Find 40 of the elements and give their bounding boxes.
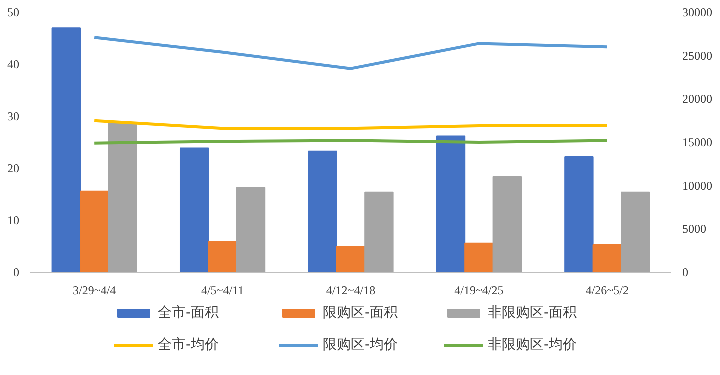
y2-tick-label: 15000 — [682, 136, 712, 150]
bar — [564, 156, 594, 272]
y-tick-label: 10 — [8, 214, 20, 228]
bar — [52, 28, 81, 272]
bar — [80, 190, 110, 272]
y2-tick-label: 5000 — [682, 222, 706, 236]
x-tick-label: 4/26~5/2 — [586, 284, 629, 298]
x-tick-label: 4/19~4/25 — [454, 284, 504, 298]
legend-label: 全市-面积 — [158, 304, 220, 322]
bar — [208, 241, 238, 272]
bar — [308, 150, 338, 272]
bar — [436, 136, 466, 272]
y2-tick-label: 25000 — [682, 48, 712, 63]
bar — [180, 148, 210, 272]
bar — [621, 192, 650, 272]
y-tick-label: 0 — [14, 266, 20, 280]
bar — [236, 187, 266, 272]
legend-label: 限购区-面积 — [323, 304, 400, 322]
y2-tick-label: 30000 — [682, 6, 712, 20]
bar — [336, 246, 366, 272]
legend-label: 非限购区-面积 — [488, 304, 578, 322]
legend-label: 非限购区-均价 — [488, 336, 578, 354]
x-tick-label: 4/12~4/18 — [326, 284, 376, 298]
bar — [108, 122, 138, 272]
y-tick-label: 50 — [8, 6, 20, 20]
y2-tick-label: 20000 — [682, 92, 712, 106]
bar — [492, 176, 522, 272]
line-series — [93, 36, 609, 70]
legend-label: 限购区-均价 — [323, 336, 400, 354]
x-tick-label: 4/5~4/11 — [201, 284, 244, 298]
y2-tick-label: 10000 — [682, 178, 712, 193]
legend-label: 全市-均价 — [158, 336, 220, 354]
bar — [592, 244, 622, 272]
y-tick-label: 30 — [8, 110, 20, 124]
y2-tick-label: 0 — [682, 266, 688, 280]
y-tick-label: 20 — [8, 162, 20, 176]
y-tick-label: 40 — [8, 58, 20, 72]
bar — [464, 242, 494, 272]
bar — [364, 192, 394, 272]
x-tick-label: 3/29~4/4 — [73, 284, 116, 298]
